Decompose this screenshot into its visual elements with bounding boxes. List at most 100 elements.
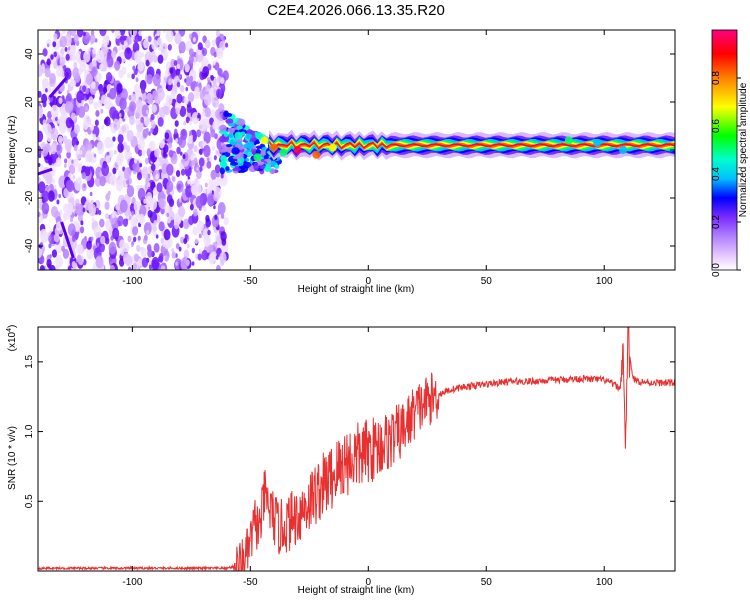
noise-blob: [158, 221, 165, 232]
noise-blob: [210, 169, 217, 180]
noise-blob: [150, 120, 156, 130]
noise-blob: [214, 62, 220, 71]
noise-blob: [210, 251, 217, 262]
noise-blob: [118, 152, 124, 163]
noise-blob: [177, 183, 182, 191]
noise-blob: [134, 253, 140, 262]
noise-blob: [175, 261, 178, 266]
noise-blob: [109, 106, 117, 119]
noise-blob: [188, 48, 194, 57]
noise-blob: [105, 212, 109, 220]
noise-blob: [63, 158, 68, 164]
noise-blob: [96, 141, 105, 155]
noise-blob: [179, 151, 183, 156]
noise-blob: [41, 190, 50, 203]
noise-blob: [166, 180, 174, 193]
noise-blob: [183, 238, 188, 245]
noise-blob: [44, 78, 48, 83]
noise-blob: [130, 216, 138, 227]
signal-blob-1: [246, 141, 255, 150]
transition-blob: [234, 143, 241, 148]
noise-blob: [151, 104, 157, 113]
noise-blob: [105, 72, 113, 83]
snr-y-ticks: 0.5 1.0 1.5: [24, 354, 675, 508]
spectrogram-panel: -100 -50 0 50 100 -40 -20 0 20 40 Height of stra…: [7, 29, 676, 295]
noise-blob: [82, 85, 87, 93]
noise-blob: [186, 104, 192, 114]
noise-blob: [171, 251, 177, 259]
noise-blob: [138, 213, 145, 225]
noise-blob: [112, 227, 120, 240]
noise-blob: [162, 242, 166, 248]
transition-blob: [253, 162, 259, 171]
noise-blob: [220, 231, 227, 242]
noise-blob: [150, 163, 156, 172]
noise-blob: [212, 120, 219, 131]
noise-blob: [65, 117, 73, 129]
noise-blob: [182, 154, 186, 160]
noise-blob: [45, 172, 53, 185]
noise-blob: [38, 145, 42, 157]
noise-blob: [42, 48, 48, 57]
signal-blob-8: [328, 143, 337, 152]
noise-blob: [90, 81, 96, 90]
noise-blob: [64, 46, 68, 52]
noise-blob: [135, 77, 139, 82]
noise-blob: [137, 61, 144, 72]
noise-blob: [121, 124, 126, 133]
noise-blob: [180, 168, 186, 176]
noise-blob: [81, 172, 87, 180]
noise-blob: [95, 109, 100, 117]
noise-blob: [142, 128, 149, 138]
noise-blob: [212, 60, 216, 66]
signal-blob-6: [293, 146, 302, 154]
transition-blob: [219, 124, 227, 132]
noise-blob: [188, 33, 192, 39]
noise-blob: [135, 99, 143, 111]
noise-blob: [211, 215, 220, 228]
noise-blob: [174, 30, 179, 34]
transition-blob: [245, 158, 250, 162]
noise-blob: [131, 210, 135, 216]
noise-blob: [131, 197, 136, 205]
noise-blob: [198, 233, 202, 239]
noise-blob: [137, 235, 141, 241]
noise-blob: [44, 67, 51, 78]
noise-blob: [210, 75, 215, 81]
colorbar-tick-label-4: 0.8: [711, 71, 722, 85]
colorbar-tick-label-3: 0.6: [711, 119, 722, 133]
transition-blob: [229, 139, 235, 145]
noise-blob: [207, 229, 211, 236]
noise-blob: [220, 213, 225, 219]
noise-blob: [213, 51, 218, 58]
noise-blob: [61, 30, 67, 35]
noise-blob: [186, 243, 190, 249]
noise-blob: [69, 217, 74, 223]
noise-blob: [140, 41, 144, 46]
noise-blob: [113, 150, 117, 155]
transition-blob: [263, 155, 269, 160]
noise-blob: [220, 77, 225, 85]
noise-blob: [138, 204, 147, 217]
noise-blob: [66, 151, 71, 159]
transition-blob: [271, 159, 276, 167]
noise-blob: [56, 144, 63, 155]
noise-blob: [132, 65, 136, 71]
noise-blob: [141, 149, 146, 156]
noise-blob: [73, 34, 79, 43]
noise-blob: [194, 238, 199, 245]
noise-blob: [156, 30, 162, 36]
noise-blob: [125, 179, 130, 185]
noise-blob: [49, 264, 56, 270]
snr-x-tick-label-0: -100: [122, 577, 142, 588]
noise-blob: [214, 215, 218, 220]
noise-blob: [203, 234, 211, 247]
transition-blob: [231, 147, 240, 155]
noise-blob: [152, 90, 159, 101]
noise-blob: [176, 93, 183, 104]
noise-blob: [162, 30, 167, 34]
noise-blob: [69, 44, 77, 56]
noise-blob: [146, 229, 150, 236]
signal-blob-7: [312, 150, 321, 159]
noise-blob: [105, 155, 111, 164]
